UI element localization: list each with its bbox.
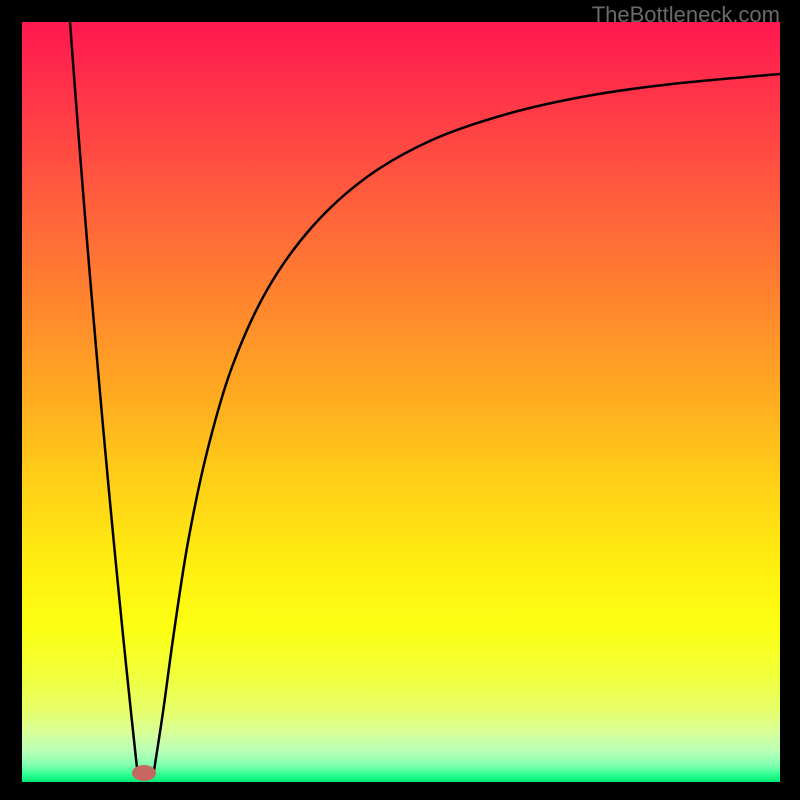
bottleneck-curve [22,22,780,782]
watermark-text: TheBottleneck.com [592,2,780,28]
curve-right-branch [153,74,780,777]
minimum-marker [132,765,156,781]
chart-container: TheBottleneck.com [0,0,800,800]
plot-area [22,22,780,782]
curve-left-branch [70,22,138,777]
